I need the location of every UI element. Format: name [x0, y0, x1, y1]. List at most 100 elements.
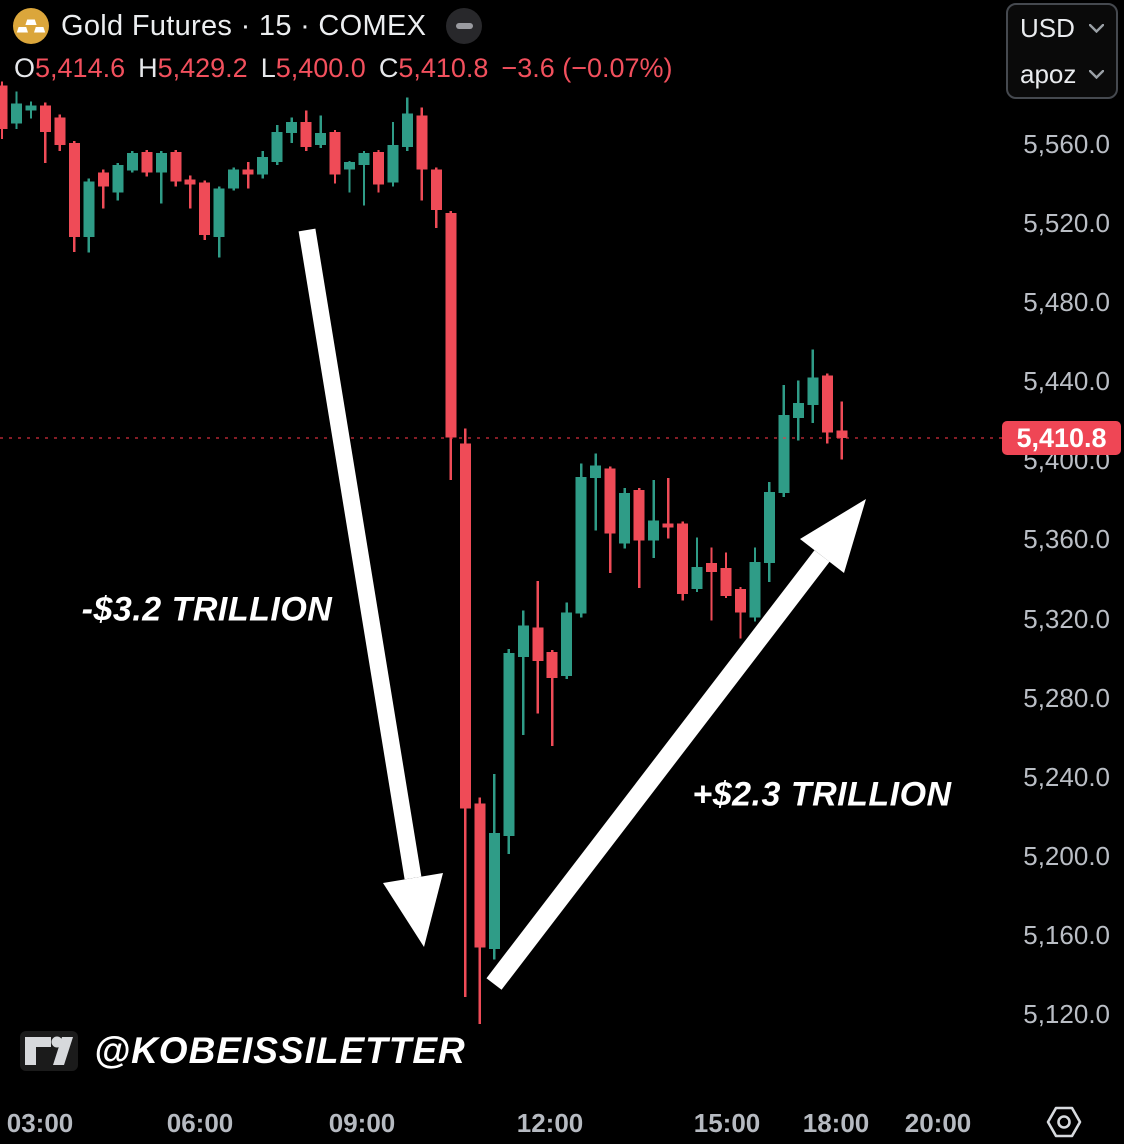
- watermark: @KOBEISSILETTER: [20, 1030, 466, 1072]
- candle-body: [503, 653, 515, 836]
- candle-body: [459, 443, 471, 809]
- high-label: H: [138, 53, 158, 83]
- time-tick-label: 06:00: [166, 1108, 234, 1138]
- price-tick-label: 5,120.0: [1023, 999, 1110, 1029]
- candle-body: [430, 169, 442, 211]
- high-value: 5,429.2: [157, 53, 248, 83]
- currency-dropdown[interactable]: USD: [1008, 5, 1116, 51]
- time-tick-label: 09:00: [328, 1108, 396, 1138]
- candle-body: [315, 133, 327, 145]
- candle-body: [68, 143, 80, 237]
- collapse-button[interactable]: [446, 8, 483, 44]
- price-tick-label: 5,320.0: [1023, 604, 1110, 634]
- chart-header: Gold Futures · 15 · COMEX: [13, 8, 483, 44]
- time-tick-label: 18:00: [802, 1108, 870, 1138]
- candle-body: [532, 627, 544, 661]
- candle-body: [0, 85, 8, 130]
- open-label: O: [14, 53, 36, 83]
- price-tick-label: 5,440.0: [1023, 366, 1110, 396]
- candle-body: [735, 588, 746, 613]
- candle-body: [155, 152, 167, 173]
- candle-body: [778, 414, 790, 493]
- time-tick-label: 20:00: [904, 1108, 972, 1138]
- candle-body: [213, 188, 225, 237]
- candle-body: [648, 520, 660, 541]
- candle-body: [387, 145, 399, 183]
- candle-body: [619, 493, 631, 544]
- candle-body: [300, 122, 312, 147]
- candle-body: [83, 181, 95, 237]
- candle-body: [54, 117, 66, 145]
- settings-gear-icon[interactable]: [1044, 1104, 1084, 1140]
- price-tick-label: 5,200.0: [1023, 841, 1110, 871]
- candle-body: [633, 490, 645, 541]
- candle-body: [763, 492, 775, 564]
- candle-body: [184, 179, 196, 185]
- currency-value: USD: [1020, 12, 1075, 43]
- candle-body: [97, 172, 109, 187]
- price-tick-label: 5,280.0: [1023, 683, 1110, 713]
- up-arrow: [486, 499, 866, 990]
- time-tick-label: 03:00: [6, 1108, 74, 1138]
- open-value: 5,414.6: [35, 53, 126, 83]
- candle-body: [286, 122, 298, 134]
- candle-body: [199, 182, 211, 235]
- tradingview-logo-icon: [20, 1031, 78, 1071]
- candle-body: [112, 164, 124, 193]
- candle-body: [11, 103, 22, 124]
- candle-body: [416, 115, 428, 170]
- price-tick-label: 5,160.0: [1023, 920, 1110, 950]
- candle-body: [836, 430, 848, 438]
- time-tick-label: 15:00: [693, 1108, 761, 1138]
- candle-body: [242, 169, 254, 175]
- candle-body: [39, 105, 51, 133]
- candle-body: [170, 151, 182, 182]
- candle-body: [590, 465, 602, 479]
- last-price-tag: 5,410.8: [1002, 421, 1121, 455]
- chevron-down-icon: [1089, 23, 1104, 33]
- candle-body: [401, 113, 413, 147]
- candle-body: [807, 377, 819, 405]
- candle-body: [720, 568, 732, 596]
- close-label: C: [378, 53, 399, 83]
- minus-icon: [455, 23, 473, 29]
- time-tick-label: 12:00: [516, 1108, 584, 1138]
- candle-body: [561, 612, 573, 676]
- ohlc-row: O5,414.6 H5,429.2 L5,400.0 C5,410.8 −3.6 (−0…: [14, 53, 673, 84]
- watermark-handle: @KOBEISSILETTER: [94, 1030, 466, 1071]
- price-tick-label: 5,360.0: [1023, 524, 1110, 554]
- candle-body: [604, 468, 616, 534]
- price-tick-label: 5,240.0: [1023, 762, 1110, 792]
- candle-body: [271, 132, 283, 162]
- chevron-down-icon: [1089, 69, 1104, 79]
- symbol-title: Gold Futures · 15 · COMEX: [61, 9, 427, 42]
- candle-body: [706, 563, 717, 573]
- candle-body: [792, 403, 804, 418]
- candle-body: [575, 477, 587, 614]
- gold-coin-icon: [13, 8, 49, 44]
- unit-dropdown[interactable]: apoz: [1008, 51, 1116, 97]
- candle-body: [373, 151, 384, 185]
- price-tick-label: 5,560.0: [1023, 129, 1110, 159]
- low-label: L: [260, 53, 276, 83]
- candle-body: [228, 169, 240, 189]
- candle-body: [141, 151, 153, 173]
- candle-body: [821, 375, 833, 433]
- candle-body: [329, 132, 341, 175]
- candle-body: [517, 625, 529, 658]
- candle-body: [677, 523, 689, 594]
- up-move-annotation: +$2.3 TRILLION: [692, 775, 952, 814]
- candle-body: [344, 161, 355, 170]
- candle-body: [662, 523, 674, 528]
- candle-body: [691, 567, 703, 589]
- candle-body: [358, 152, 370, 165]
- candle-body: [546, 652, 558, 678]
- candle-body: [749, 562, 761, 618]
- currency-unit-box: USD apoz: [1006, 3, 1118, 99]
- unit-value: apoz: [1020, 58, 1077, 89]
- candle-body: [25, 105, 37, 111]
- down-move-annotation: -$3.2 TRILLION: [81, 590, 333, 629]
- candle-body: [445, 213, 457, 438]
